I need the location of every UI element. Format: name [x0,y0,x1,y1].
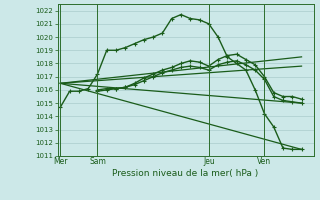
X-axis label: Pression niveau de la mer( hPa ): Pression niveau de la mer( hPa ) [112,169,259,178]
